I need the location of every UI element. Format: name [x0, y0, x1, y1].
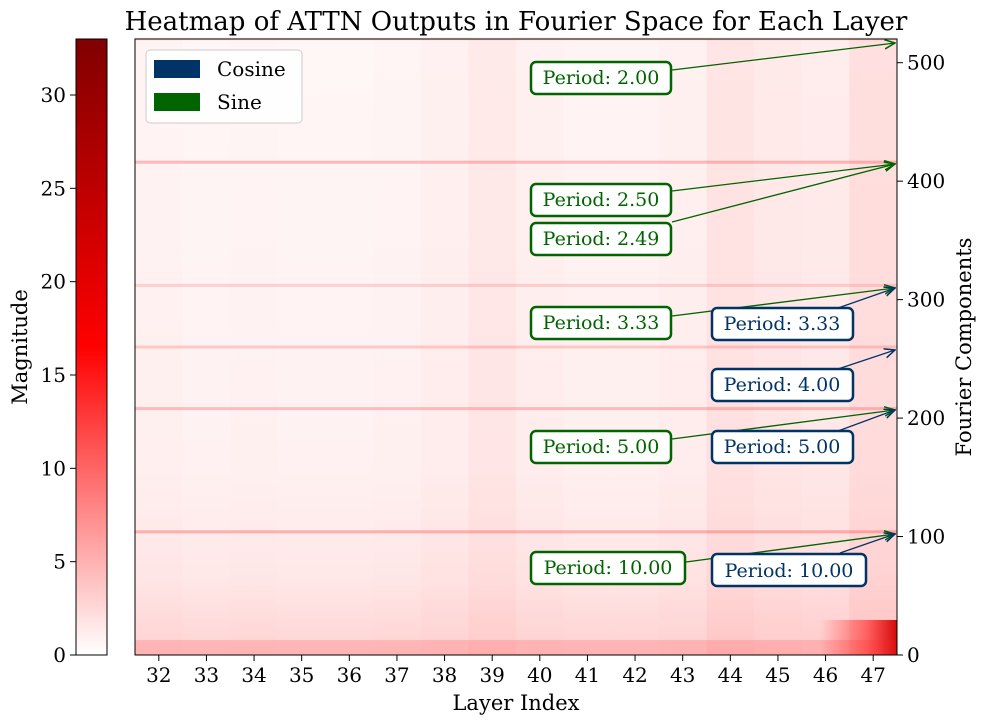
legend-item-cosine: Cosine [154, 57, 286, 81]
x-tick-label: 36 [337, 663, 362, 687]
heatmap-background [135, 39, 897, 655]
x-tick-label: 33 [194, 663, 219, 687]
annotation-text: Period: 10.00 [544, 557, 673, 579]
legend-label-cosine: Cosine [217, 57, 286, 81]
colorbar-tick-label: 0 [53, 643, 66, 667]
x-tick-label: 43 [670, 663, 695, 687]
x-tick-label: 45 [765, 663, 790, 687]
colorbar-tick-label: 20 [41, 270, 66, 294]
y-tick-label: 400 [907, 169, 945, 193]
colorbar-tick-label: 5 [53, 550, 66, 574]
x-axis-ticks: 32 33 34 35 36 37 38 39 40 41 42 43 44 45 46 47 [146, 655, 886, 687]
annotation-arrow-sine-3-33 [671, 288, 895, 317]
heatmap-column [468, 39, 516, 655]
x-tick-label: 32 [146, 663, 171, 687]
legend-swatch-cosine [154, 60, 200, 78]
annotation-text: Period: 3.33 [543, 312, 660, 334]
x-axis-label: Layer Index [452, 691, 579, 715]
annotation-sine-2-50: Period: 2.50 [529, 182, 673, 218]
x-tick-label: 47 [860, 663, 885, 687]
colorbar-tick-label: 10 [41, 456, 66, 480]
y-axis-ticks: 0 100 200 300 400 500 [897, 51, 945, 667]
annotation-sine-2-49: Period: 2.49 [529, 221, 673, 257]
legend-swatch-sine [154, 93, 200, 111]
colorbar-tick-label: 25 [41, 176, 66, 200]
annotation-arrow-cos-5-00 [837, 410, 895, 432]
annotation-text: Period: 4.00 [724, 374, 841, 396]
heatmap-corner-hotspot [820, 620, 897, 655]
x-tick-label: 38 [432, 663, 457, 687]
annotations: Period: 2.00 Period: 2.50 Period: 2.49 P… [529, 43, 895, 588]
annotation-text: Period: 2.50 [543, 189, 660, 211]
legend-label-sine: Sine [217, 90, 262, 114]
x-tick-label: 39 [479, 663, 504, 687]
y-tick-label: 500 [907, 51, 945, 75]
annotation-text: Period: 5.00 [724, 436, 841, 458]
heatmap-row [135, 160, 897, 164]
annotation-arrow-sine-2-00 [671, 43, 895, 71]
colorbar-strip [75, 38, 108, 656]
colorbar-tick-label: 30 [41, 83, 66, 107]
annotation-cosine-10-00: Period: 10.00 [710, 552, 868, 588]
annotation-text: Period: 5.00 [543, 436, 660, 458]
heatmap-column [849, 39, 897, 655]
x-tick-label: 37 [384, 663, 409, 687]
x-tick-label: 35 [289, 663, 314, 687]
annotation-arrow-cos-4-00 [837, 350, 895, 370]
colorbar-label: Magnitude [8, 289, 32, 405]
y-axis-label: Fourier Components [952, 238, 976, 457]
x-tick-label: 40 [527, 663, 552, 687]
annotation-arrow-cos-3-33 [837, 288, 895, 309]
annotation-text: Period: 2.00 [543, 67, 660, 89]
annotation-cosine-3-33: Period: 3.33 [710, 306, 855, 342]
annotation-text: Period: 10.00 [725, 560, 854, 582]
legend-item-sine: Sine [154, 90, 262, 114]
colorbar-ticks: 0 5 10 15 20 25 30 [41, 83, 76, 667]
x-tick-label: 46 [813, 663, 838, 687]
y-tick-label: 0 [907, 643, 920, 667]
colorbar-tick-label: 15 [41, 363, 66, 387]
x-tick-label: 42 [622, 663, 647, 687]
x-tick-label: 44 [718, 663, 743, 687]
annotation-sine-5-00: Period: 5.00 [529, 429, 673, 465]
x-tick-label: 41 [575, 663, 600, 687]
annotation-sine-2-00: Period: 2.00 [529, 60, 673, 96]
colorbar: 0 5 10 15 20 25 30 Magnitude [8, 38, 108, 667]
plot-frame [134, 38, 898, 656]
chart-title: Heatmap of ATTN Outputs in Fourier Space… [125, 7, 908, 37]
annotation-arrow-sine-2-49 [671, 164, 895, 223]
annotation-cosine-4-00: Period: 4.00 [710, 367, 855, 403]
y-tick-label: 300 [907, 288, 945, 312]
annotation-cosine-5-00: Period: 5.00 [710, 429, 855, 465]
heatmap-row [135, 407, 897, 411]
y-tick-label: 100 [907, 525, 945, 549]
annotation-arrow-cos-10-00 [839, 534, 895, 554]
annotation-arrow-sine-5-00 [671, 410, 895, 440]
annotation-sine-3-33: Period: 3.33 [529, 305, 673, 341]
heatmap-row [135, 283, 897, 287]
legend: Cosine Sine [145, 49, 303, 124]
y-tick-label: 200 [907, 406, 945, 430]
heatmap-column [706, 39, 755, 655]
heatmap-row [135, 345, 897, 349]
heatmap-area [134, 37, 898, 656]
annotation-text: Period: 3.33 [724, 313, 841, 335]
heatmap-row [135, 530, 897, 534]
annotation-text: Period: 2.49 [543, 228, 660, 250]
heatmap-bottom-band [135, 640, 897, 655]
annotation-sine-10-00: Period: 10.00 [529, 550, 687, 586]
annotation-arrow-sine-2-50 [671, 164, 895, 192]
x-tick-label: 34 [241, 663, 266, 687]
